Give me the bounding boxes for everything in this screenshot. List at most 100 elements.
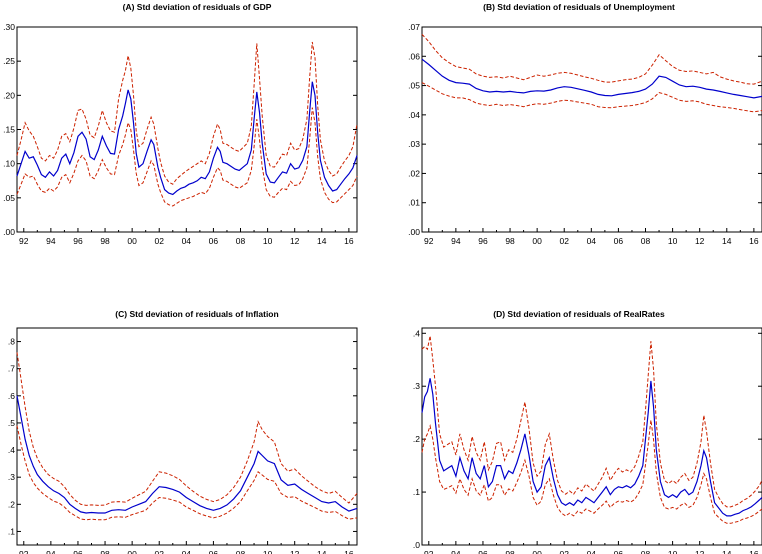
x-tick-label: 00	[127, 549, 137, 554]
y-tick-label: .4	[8, 445, 15, 455]
y-tick-label: .7	[8, 364, 15, 374]
x-tick-label: 98	[100, 236, 110, 246]
x-tick-label: 00	[127, 236, 137, 246]
y-tick-label: .03	[408, 139, 420, 149]
panel-d-realrates: (D) Std deviation of residuals of RealRa…	[413, 309, 762, 554]
y-axis: .1 .2 .3 .4 .5 .6 .7 .8	[8, 337, 357, 536]
y-tick-label: .00	[408, 227, 420, 237]
y-tick-label: .06	[408, 51, 420, 61]
x-tick-label: 02	[559, 549, 569, 554]
y-tick-label: .05	[408, 81, 420, 91]
x-tick-label: 02	[559, 236, 569, 246]
x-tick-label: 98	[505, 236, 515, 246]
x-tick-label: 10	[668, 549, 678, 554]
x-tick-label: 06	[209, 549, 219, 554]
y-tick-label: .1	[8, 526, 15, 536]
y-tick-label: .3	[413, 381, 420, 391]
x-tick-label: 04	[587, 236, 597, 246]
y-tick-label: .8	[8, 337, 15, 347]
x-tick-label: 04	[182, 236, 192, 246]
y-tick-label: .01	[408, 198, 420, 208]
y-tick-label: .0	[413, 540, 420, 550]
series-line-mean	[421, 58, 762, 99]
y-tick-label: .10	[3, 159, 15, 169]
plot-area	[421, 26, 762, 233]
x-tick-label: 14	[722, 236, 732, 246]
x-tick-label: 94	[451, 236, 461, 246]
y-tick-label: .04	[408, 110, 420, 120]
y-tick-label: .6	[8, 391, 15, 401]
x-tick-label: 02	[154, 549, 164, 554]
x-tick-label: 10	[263, 549, 273, 554]
series-line-mean	[421, 378, 762, 517]
x-axis: 92 94 96 98 00 02 04 06 08 10 12 14 16	[424, 541, 759, 554]
y-tick-label: .15	[3, 125, 15, 135]
y-tick-label: .20	[3, 90, 15, 100]
series-line-lower-band	[421, 82, 762, 113]
x-tick-label: 00	[532, 236, 542, 246]
y-tick-label: .02	[408, 168, 420, 178]
y-axis: .00 .05 .10 .15 .20 .25 .30	[3, 22, 357, 237]
y-tick-label: .07	[408, 22, 420, 32]
y-tick-label: .2	[413, 434, 420, 444]
x-tick-label: 92	[19, 549, 29, 554]
series-lines	[16, 41, 358, 207]
x-tick-label: 12	[290, 236, 300, 246]
x-tick-label: 96	[478, 549, 488, 554]
plot-area	[16, 26, 358, 233]
chart-title: (B) Std deviation of residuals of Unempl…	[483, 2, 675, 12]
chart-title: (D) Std deviation of residuals of RealRa…	[493, 309, 665, 319]
series-lines	[16, 352, 358, 521]
x-axis: 92 94 96 98 00 02 04 06 08 10 12 14 16	[19, 541, 354, 554]
x-axis: 92 94 96 98 00 02 04 06 08 10 12 14 16	[19, 228, 354, 246]
series-line-upper-band	[421, 33, 762, 85]
y-tick-label: .00	[3, 227, 15, 237]
x-tick-label: 14	[317, 236, 327, 246]
chart-title: (C) Std deviation of residuals of Inflat…	[115, 309, 278, 319]
x-tick-label: 92	[19, 236, 29, 246]
series-line-lower-band	[421, 420, 762, 524]
x-tick-label: 94	[46, 236, 56, 246]
x-tick-label: 00	[532, 549, 542, 554]
x-tick-label: 14	[722, 549, 732, 554]
x-tick-label: 96	[478, 236, 488, 246]
x-axis: 92 94 96 98 00 02 04 06 08 10 12 14 16	[424, 228, 759, 246]
x-tick-label: 12	[695, 549, 705, 554]
series-lines	[421, 33, 762, 113]
x-tick-label: 06	[209, 236, 219, 246]
x-tick-label: 06	[614, 236, 624, 246]
x-tick-label: 08	[236, 236, 246, 246]
x-tick-label: 98	[100, 549, 110, 554]
x-tick-label: 12	[290, 549, 300, 554]
x-tick-label: 94	[46, 549, 56, 554]
y-axis: .0 .1 .2 .3 .4	[413, 328, 762, 550]
y-tick-label: .1	[413, 487, 420, 497]
x-tick-label: 08	[641, 549, 651, 554]
x-tick-label: 12	[695, 236, 705, 246]
x-tick-label: 04	[587, 549, 597, 554]
panel-b-unemployment: (B) Std deviation of residuals of Unempl…	[408, 2, 762, 246]
series-lines	[421, 335, 762, 524]
x-tick-label: 92	[424, 236, 434, 246]
chart-title: (A) Std deviation of residuals of GDP	[123, 2, 272, 12]
y-tick-label: .2	[8, 499, 15, 509]
y-axis: .00 .01 .02 .03 .04 .05 .06 .07	[408, 22, 762, 237]
y-tick-label: .5	[8, 418, 15, 428]
x-tick-label: 16	[344, 549, 354, 554]
series-line-upper-band	[16, 41, 358, 185]
x-tick-label: 08	[641, 236, 651, 246]
y-tick-label: .30	[3, 22, 15, 32]
x-tick-label: 04	[182, 549, 192, 554]
x-tick-label: 16	[749, 549, 759, 554]
plot-area	[16, 327, 358, 546]
panel-a-gdp: (A) Std deviation of residuals of GDP .0…	[3, 2, 358, 246]
series-line-upper-band	[16, 352, 358, 506]
x-tick-label: 16	[749, 236, 759, 246]
y-tick-label: .25	[3, 56, 15, 66]
series-line-mean	[16, 81, 358, 196]
x-tick-label: 02	[154, 236, 164, 246]
x-tick-label: 16	[344, 236, 354, 246]
x-tick-label: 10	[263, 236, 273, 246]
series-line-lower-band	[16, 425, 358, 521]
